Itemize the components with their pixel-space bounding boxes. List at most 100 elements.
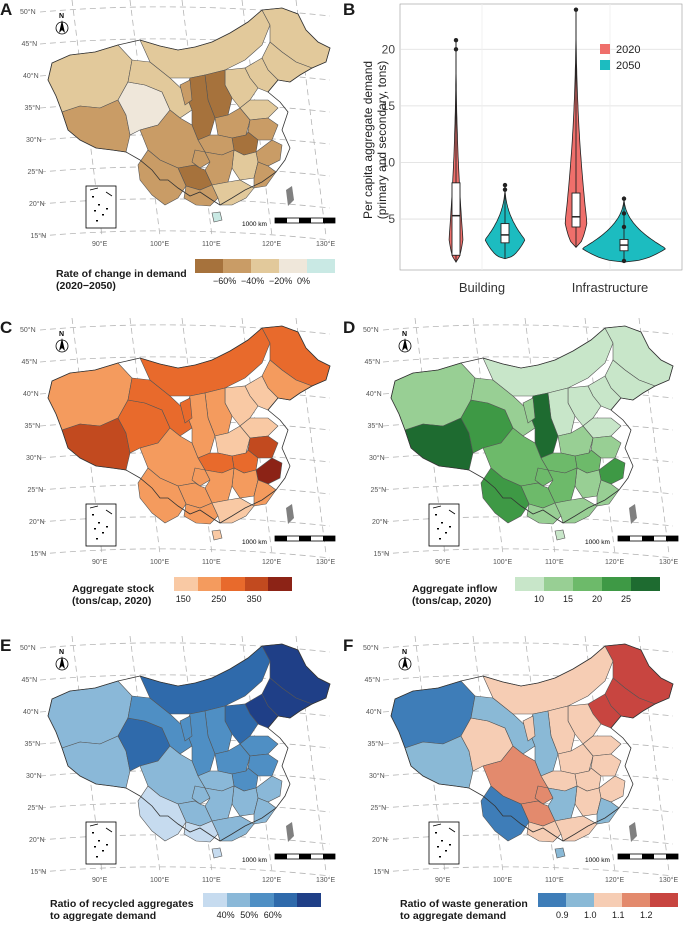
box xyxy=(500,223,510,244)
legend-color-bar xyxy=(203,893,321,907)
lat-label: 25°N xyxy=(28,486,44,494)
lat-label: 25°N xyxy=(371,486,387,494)
north-label: N xyxy=(402,331,407,338)
outlier-point xyxy=(621,258,627,264)
region-jiangxi xyxy=(574,467,602,499)
south-china-sea-inset xyxy=(85,821,117,865)
region-ningxia xyxy=(522,715,536,742)
lon-label: 130°E xyxy=(659,876,678,884)
outlier-point xyxy=(621,224,627,230)
province-regions xyxy=(47,7,331,223)
region-yunnan xyxy=(137,149,187,206)
outlier-point xyxy=(502,182,508,188)
legend-swatch xyxy=(223,259,251,273)
legend-tick: 250 xyxy=(211,594,227,604)
legend-tick: 10 xyxy=(534,594,545,604)
panel-c-label: C xyxy=(0,318,13,337)
legend-title: Rate of change in demand (2020−2050) xyxy=(56,268,187,292)
lat-label: 20°N xyxy=(29,836,45,844)
lat-label: 15°N xyxy=(31,232,47,240)
lon-label: 110°E xyxy=(545,876,564,884)
legend-color-bar xyxy=(195,259,335,273)
lat-label: 50°N xyxy=(20,326,36,334)
lat-label: 20°N xyxy=(372,518,388,526)
legend-title: Aggregate stock (tons/cap, 2020) xyxy=(72,583,154,607)
south-china-sea-inset xyxy=(428,821,460,865)
legend-tick: 25 xyxy=(621,594,632,604)
north-label: N xyxy=(59,13,64,20)
lat-label: 30°N xyxy=(26,772,42,780)
lon-label: 130°E xyxy=(316,240,335,248)
region-chongqing xyxy=(534,467,554,487)
legend-tick: 150 xyxy=(175,594,191,604)
legend-swatch xyxy=(566,893,594,907)
region-taiwan xyxy=(629,822,637,842)
region-hainan xyxy=(211,847,223,859)
legend-swatch-2020 xyxy=(600,44,610,54)
lon-label: 90°E xyxy=(92,240,108,248)
legend-label-2020: 2020 xyxy=(616,44,640,56)
legend-title-line1: Ratio of recycled aggregates xyxy=(50,898,194,910)
lat-label: 40°N xyxy=(366,390,382,398)
scale-label: 1000 km xyxy=(242,539,267,546)
region-guangxi xyxy=(526,502,562,525)
legend-swatch xyxy=(221,577,245,591)
lon-label: 120°E xyxy=(262,558,281,566)
legend-swatch xyxy=(203,893,227,907)
province-regions xyxy=(47,643,331,859)
north-label: N xyxy=(59,331,64,338)
lat-label: 50°N xyxy=(363,644,379,652)
legend-swatch xyxy=(226,893,251,907)
legend-title-line1: Aggregate stock xyxy=(72,583,155,595)
region-hainan xyxy=(554,847,566,859)
legend-label-2050: 2050 xyxy=(616,60,640,72)
region-chongqing xyxy=(534,785,554,805)
map-e: N 1000 km 50°N 45°N 40°N 35°N 30°N 25°N 20°N 15°N… xyxy=(20,636,336,884)
legend-title-line1: Ratio of waste generation xyxy=(400,898,528,910)
outlier-point xyxy=(621,211,627,216)
panel-f-label: F xyxy=(343,636,354,655)
legend-swatch xyxy=(307,259,335,273)
region-guangxi xyxy=(183,502,219,525)
region-ningxia xyxy=(179,397,193,424)
legend-swatch xyxy=(197,577,222,591)
lon-label: 90°E xyxy=(92,876,108,884)
legend-tick: 1.1 xyxy=(612,910,625,920)
region-ningxia xyxy=(179,79,193,106)
legend-tick: 40% xyxy=(216,910,235,920)
region-ningxia xyxy=(522,397,536,424)
lat-label: 20°N xyxy=(29,200,45,208)
lat-label: 30°N xyxy=(26,454,42,462)
y-axis-label-2: (primary and secondary, tons) xyxy=(375,61,389,220)
outlier-point xyxy=(502,187,508,192)
lon-label: 100°E xyxy=(493,558,512,566)
legend-title-line2: to aggregate demand xyxy=(50,910,157,922)
lat-label: 35°N xyxy=(25,740,41,748)
y-tick-label: 15 xyxy=(382,99,396,113)
panel-a-label: A xyxy=(0,0,13,19)
legend-title: Aggregate inflow (tons/cap, 2020) xyxy=(412,583,497,607)
legend-title: Ratio of recycled aggregates to aggregate… xyxy=(50,898,194,922)
region-hainan xyxy=(211,529,223,541)
box xyxy=(451,182,461,256)
lon-label: 100°E xyxy=(150,240,169,248)
panel-d-label: D xyxy=(343,318,356,337)
legend-swatch xyxy=(538,893,566,907)
province-regions xyxy=(390,643,674,859)
region-hainan xyxy=(554,529,566,541)
legend-tick: 1.2 xyxy=(640,910,653,920)
legend-swatch xyxy=(573,577,602,591)
country-outline xyxy=(47,7,331,206)
legend-title-line2: (2020−2050) xyxy=(56,280,116,292)
region-ningxia xyxy=(179,715,193,742)
country-outline xyxy=(47,325,331,524)
lat-label: 35°N xyxy=(368,740,384,748)
map-f: N 1000 km 50°N 45°N 40°N 35°N 30°N 25°N 20°N 15°N… xyxy=(363,636,678,884)
scale-bar: 1000 km xyxy=(242,853,336,864)
scale-label: 1000 km xyxy=(585,857,610,864)
panel-e-label: E xyxy=(0,636,12,655)
legend-tick: −60% xyxy=(213,276,237,286)
lat-label: 15°N xyxy=(31,550,47,558)
legend-swatch xyxy=(515,577,544,591)
lat-label: 30°N xyxy=(26,136,42,144)
